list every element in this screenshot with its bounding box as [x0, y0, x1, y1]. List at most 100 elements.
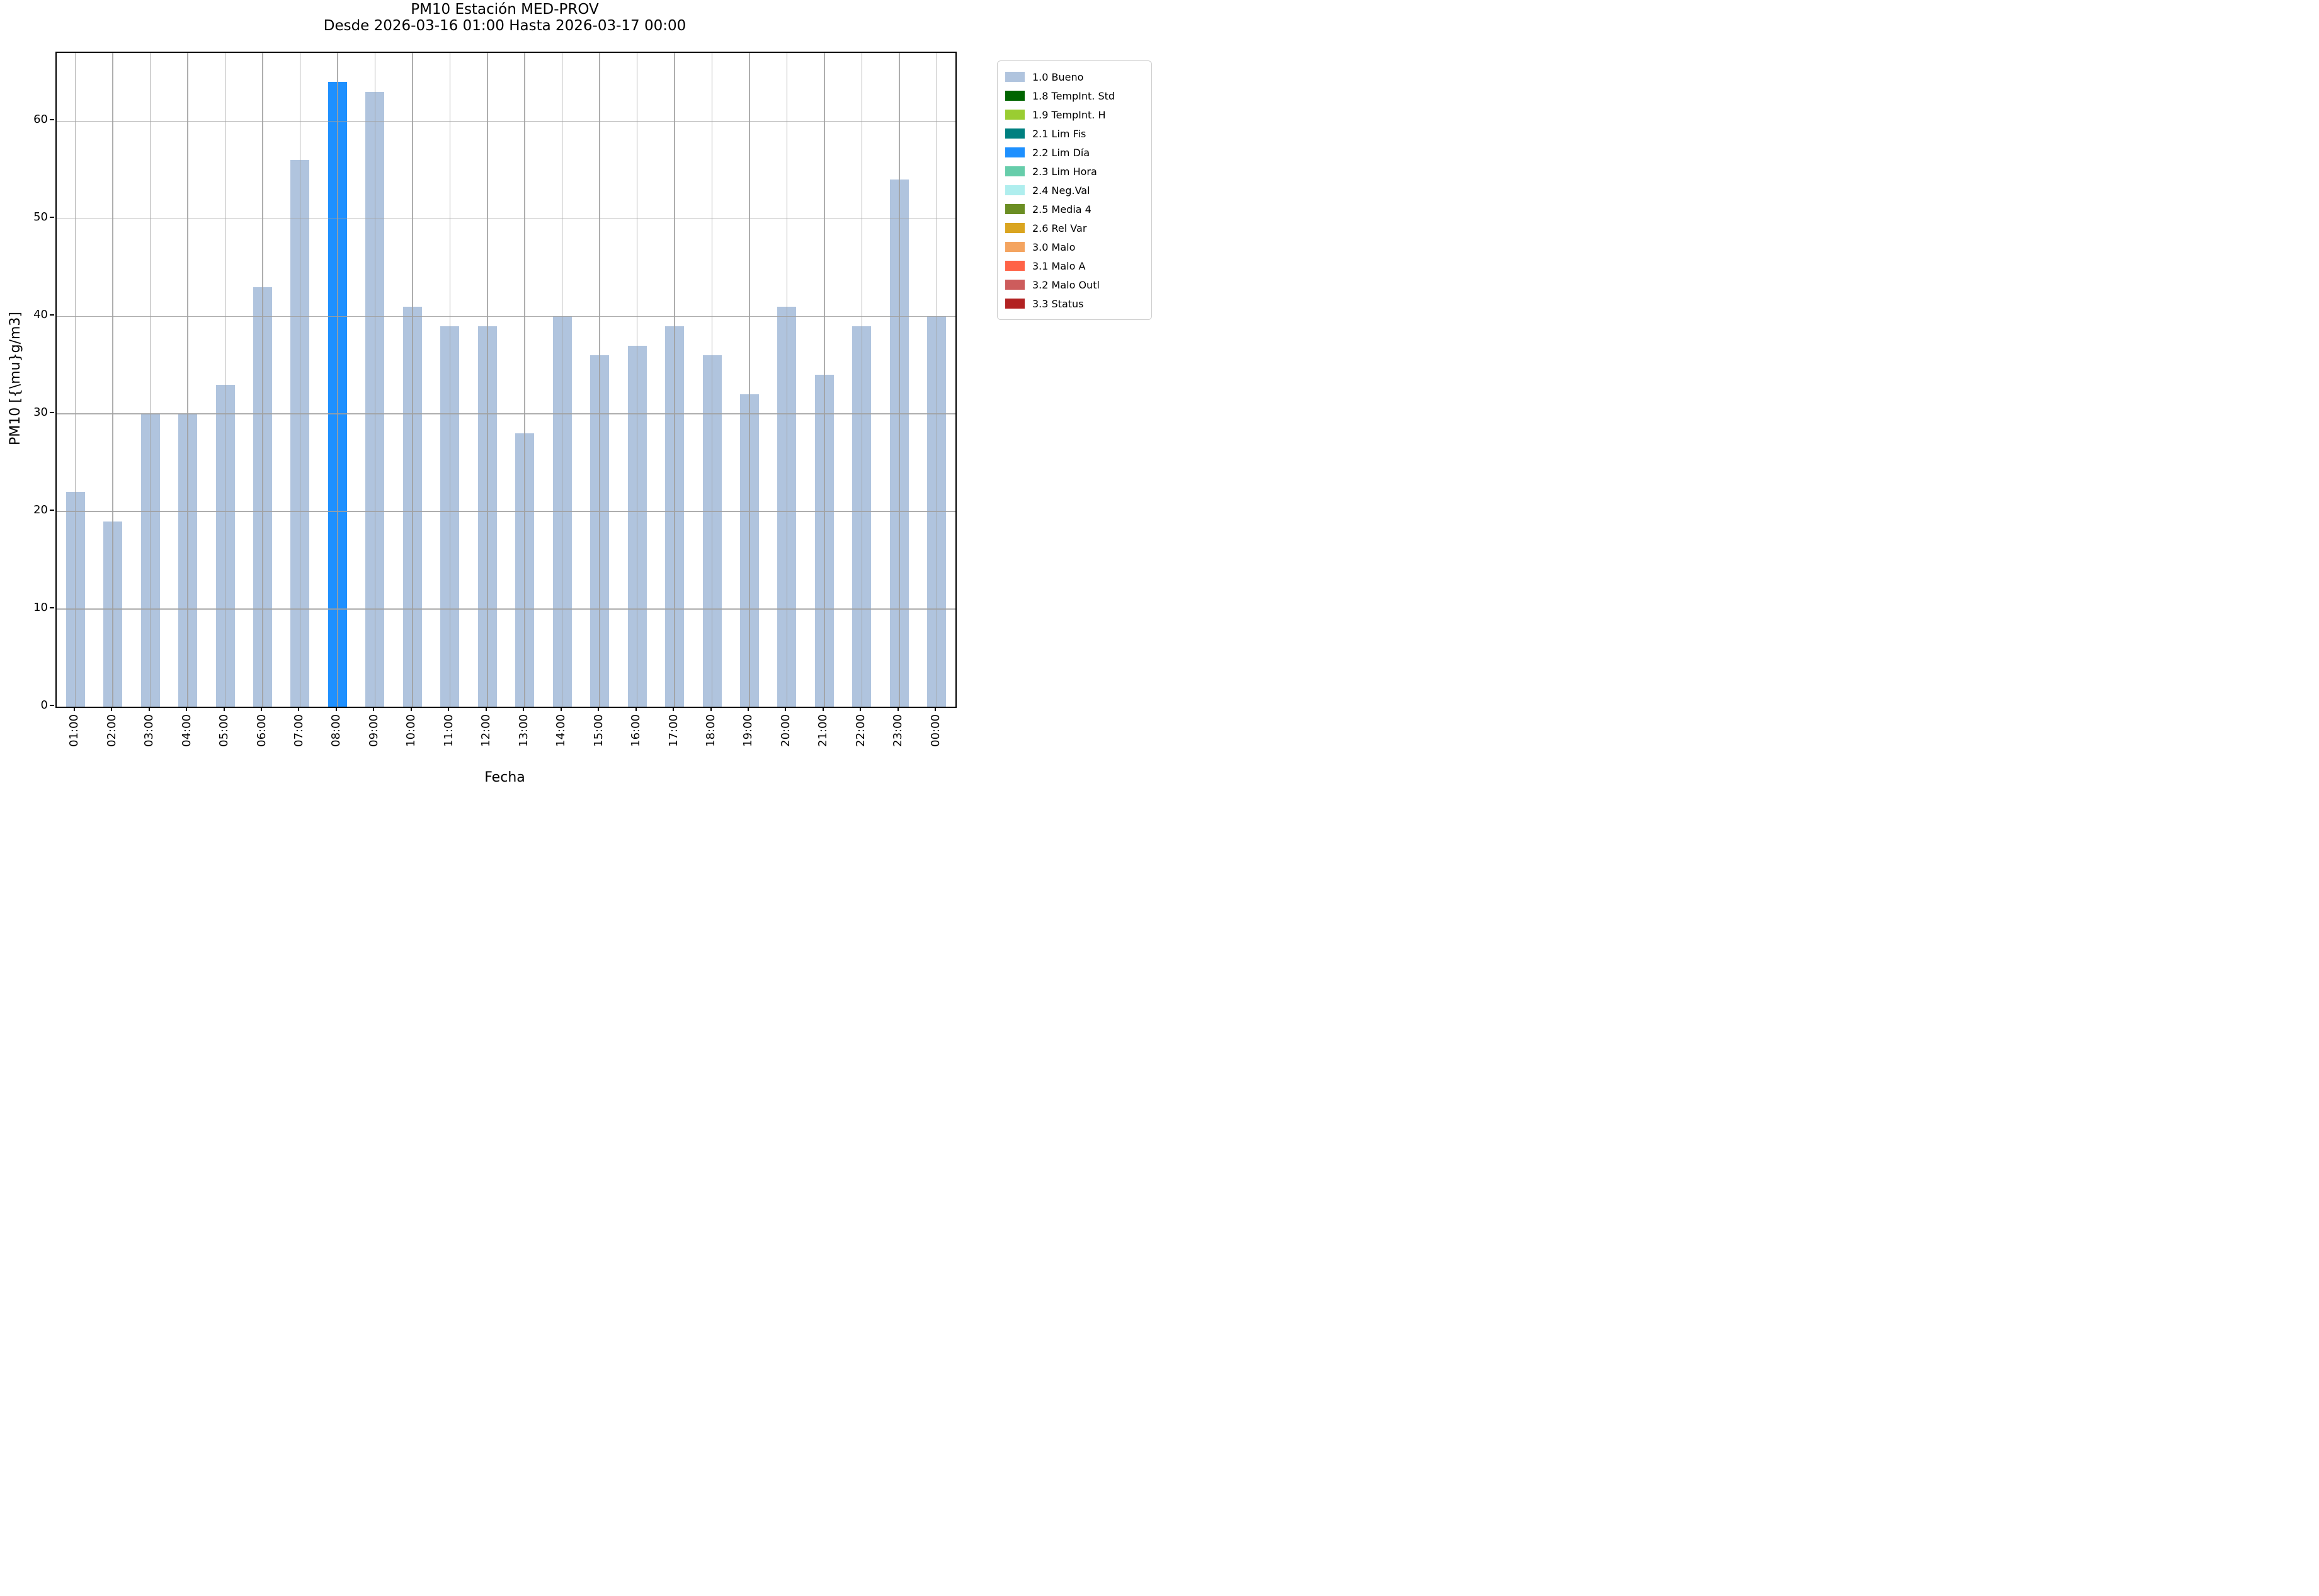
y-tick-label: 20 — [33, 503, 48, 517]
legend-label: 3.3 Status — [1032, 297, 1084, 310]
x-gridline — [636, 53, 638, 707]
y-tick-label: 10 — [33, 601, 48, 615]
legend-label: 3.1 Malo A — [1032, 259, 1086, 272]
y-tick-mark — [50, 510, 54, 511]
legend-label: 2.2 Lim Día — [1032, 146, 1090, 159]
legend-swatch — [1005, 72, 1025, 82]
x-tick-label: 18:00 — [704, 714, 718, 747]
x-tick-label: 13:00 — [516, 714, 530, 747]
x-gridline — [674, 53, 675, 707]
x-gridline — [374, 53, 376, 707]
x-gridline — [861, 53, 863, 707]
x-tick-label: 23:00 — [891, 714, 905, 747]
x-tick-mark — [298, 707, 300, 711]
x-tick-label: 14:00 — [554, 714, 568, 747]
x-tick-label: 12:00 — [479, 714, 493, 747]
chart-title-block: PM10 Estación MED-PROV Desde 2026-03-16 … — [55, 1, 954, 34]
y-tick-mark — [50, 217, 54, 219]
x-gridline — [936, 53, 938, 707]
x-tick-mark — [186, 707, 188, 711]
legend-row: 2.6 Rel Var — [1005, 219, 1144, 237]
legend-swatch — [1005, 223, 1025, 233]
x-tick-label: 05:00 — [217, 714, 231, 747]
x-tick-mark — [335, 707, 337, 711]
y-gridline — [57, 511, 955, 512]
x-tick-label: 19:00 — [741, 714, 755, 747]
legend-swatch — [1005, 261, 1025, 271]
legend: 1.0 Bueno 1.8 TempInt. Std 1.9 TempInt. H 2… — [997, 60, 1152, 320]
x-gridline — [337, 53, 338, 707]
x-gridline — [824, 53, 825, 707]
legend-swatch — [1005, 242, 1025, 252]
legend-label: 2.3 Lim Hora — [1032, 165, 1097, 178]
x-gridline — [112, 53, 113, 707]
legend-label: 2.1 Lim Fis — [1032, 127, 1086, 140]
x-tick-mark — [448, 707, 450, 711]
x-tick-label: 06:00 — [254, 714, 268, 747]
x-tick-mark — [111, 707, 113, 711]
x-tick-label: 08:00 — [329, 714, 343, 747]
x-tick-mark — [897, 707, 899, 711]
x-tick-mark — [261, 707, 263, 711]
x-tick-label: 04:00 — [179, 714, 193, 747]
x-gridline — [487, 53, 488, 707]
legend-row: 1.8 TempInt. Std — [1005, 86, 1144, 105]
x-tick-mark — [635, 707, 637, 711]
x-tick-mark — [747, 707, 749, 711]
x-tick-mark — [523, 707, 525, 711]
x-tick-mark — [822, 707, 824, 711]
x-tick-mark — [410, 707, 412, 711]
legend-row: 2.4 Neg.Val — [1005, 181, 1144, 200]
legend-swatch — [1005, 166, 1025, 176]
legend-swatch — [1005, 280, 1025, 290]
y-tick-mark — [50, 412, 54, 414]
legend-label: 3.0 Malo — [1032, 241, 1076, 253]
x-gridline — [412, 53, 413, 707]
x-tick-label: 21:00 — [816, 714, 830, 747]
x-tick-label: 17:00 — [666, 714, 680, 747]
x-gridline — [561, 53, 563, 707]
x-tick-mark — [373, 707, 375, 711]
x-tick-label: 10:00 — [404, 714, 418, 747]
legend-swatch — [1005, 185, 1025, 195]
y-tick-label: 40 — [33, 308, 48, 322]
legend-row: 1.0 Bueno — [1005, 67, 1144, 86]
x-tick-label: 20:00 — [778, 714, 792, 747]
x-tick-mark — [860, 707, 862, 711]
legend-row: 3.3 Status — [1005, 294, 1144, 313]
x-tick-mark — [673, 707, 675, 711]
x-tick-mark — [223, 707, 225, 711]
x-tick-label: 11:00 — [442, 714, 455, 747]
x-gridline — [187, 53, 188, 707]
x-tick-mark — [598, 707, 600, 711]
legend-row: 2.3 Lim Hora — [1005, 162, 1144, 181]
y-tick-label: 0 — [40, 698, 48, 712]
legend-row: 2.1 Lim Fis — [1005, 124, 1144, 143]
chart-title: PM10 Estación MED-PROV — [411, 1, 599, 18]
legend-label: 1.9 TempInt. H — [1032, 108, 1106, 121]
legend-row: 3.2 Malo Outl — [1005, 275, 1144, 294]
x-gridline — [262, 53, 263, 707]
legend-label: 3.2 Malo Outl — [1032, 278, 1100, 291]
y-tick-mark — [50, 119, 54, 121]
y-gridline — [57, 218, 955, 220]
x-gridline — [711, 53, 713, 707]
x-gridline — [449, 53, 451, 707]
legend-swatch — [1005, 299, 1025, 309]
x-tick-label: 15:00 — [591, 714, 605, 747]
legend-swatch — [1005, 204, 1025, 214]
x-tick-label: 22:00 — [853, 714, 867, 747]
x-tick-mark — [710, 707, 712, 711]
legend-swatch — [1005, 147, 1025, 157]
legend-label: 2.5 Media 4 — [1032, 203, 1091, 215]
x-tick-mark — [485, 707, 487, 711]
legend-swatch — [1005, 110, 1025, 120]
x-tick-label: 02:00 — [105, 714, 118, 747]
y-tick-label: 30 — [33, 406, 48, 419]
x-tick-mark — [785, 707, 787, 711]
legend-label: 1.8 TempInt. Std — [1032, 89, 1115, 102]
legend-row: 1.9 TempInt. H — [1005, 105, 1144, 124]
y-gridline — [57, 120, 955, 122]
legend-label: 2.6 Rel Var — [1032, 222, 1087, 234]
legend-row: 3.0 Malo — [1005, 237, 1144, 256]
